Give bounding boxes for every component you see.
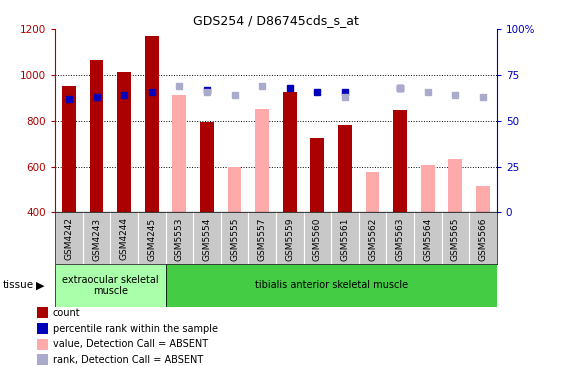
Text: GSM4244: GSM4244 [120, 217, 128, 260]
Text: GSM4242: GSM4242 [64, 217, 73, 260]
Text: GSM5563: GSM5563 [396, 217, 404, 261]
Title: GDS254 / D86745cds_s_at: GDS254 / D86745cds_s_at [193, 14, 359, 27]
Bar [55, 264, 166, 307]
Text: GSM5559: GSM5559 [285, 217, 294, 261]
Bar [283, 92, 297, 212]
Bar [393, 110, 407, 212]
Text: GSM5554: GSM5554 [203, 217, 211, 261]
Text: rank, Detection Call = ABSENT: rank, Detection Call = ABSENT [53, 355, 203, 365]
Text: GSM5553: GSM5553 [175, 217, 184, 261]
Text: count: count [53, 308, 81, 318]
Bar [200, 122, 214, 212]
Text: extraocular skeletal
muscle: extraocular skeletal muscle [62, 274, 159, 296]
Bar [338, 125, 352, 212]
Text: GSM5565: GSM5565 [451, 217, 460, 261]
Bar [117, 72, 131, 212]
Text: GSM5557: GSM5557 [258, 217, 267, 261]
Text: tibialis anterior skeletal muscle: tibialis anterior skeletal muscle [254, 280, 408, 291]
Bar [449, 158, 462, 212]
Bar [62, 86, 76, 212]
Text: GSM5562: GSM5562 [368, 217, 377, 261]
Text: value, Detection Call = ABSENT: value, Detection Call = ABSENT [53, 339, 208, 349]
Text: GSM5566: GSM5566 [479, 217, 487, 261]
Bar [255, 109, 269, 212]
Text: GSM4245: GSM4245 [148, 217, 156, 261]
Bar [37, 307, 48, 318]
Bar [476, 186, 490, 212]
Bar [89, 60, 103, 212]
Bar [37, 354, 48, 365]
Bar [37, 339, 48, 350]
Text: percentile rank within the sample: percentile rank within the sample [53, 324, 218, 333]
Text: ▶: ▶ [36, 280, 45, 291]
Bar [37, 323, 48, 334]
Text: GSM5564: GSM5564 [424, 217, 432, 261]
Bar [421, 165, 435, 212]
Text: GSM5555: GSM5555 [230, 217, 239, 261]
Text: tissue: tissue [3, 280, 34, 291]
Text: GSM4243: GSM4243 [92, 217, 101, 261]
Bar [228, 167, 242, 212]
Bar [166, 264, 497, 307]
Text: GSM5561: GSM5561 [340, 217, 349, 261]
Bar [145, 36, 159, 212]
Bar [365, 172, 379, 212]
Bar [173, 95, 187, 212]
Bar [310, 138, 324, 212]
Text: GSM5560: GSM5560 [313, 217, 322, 261]
